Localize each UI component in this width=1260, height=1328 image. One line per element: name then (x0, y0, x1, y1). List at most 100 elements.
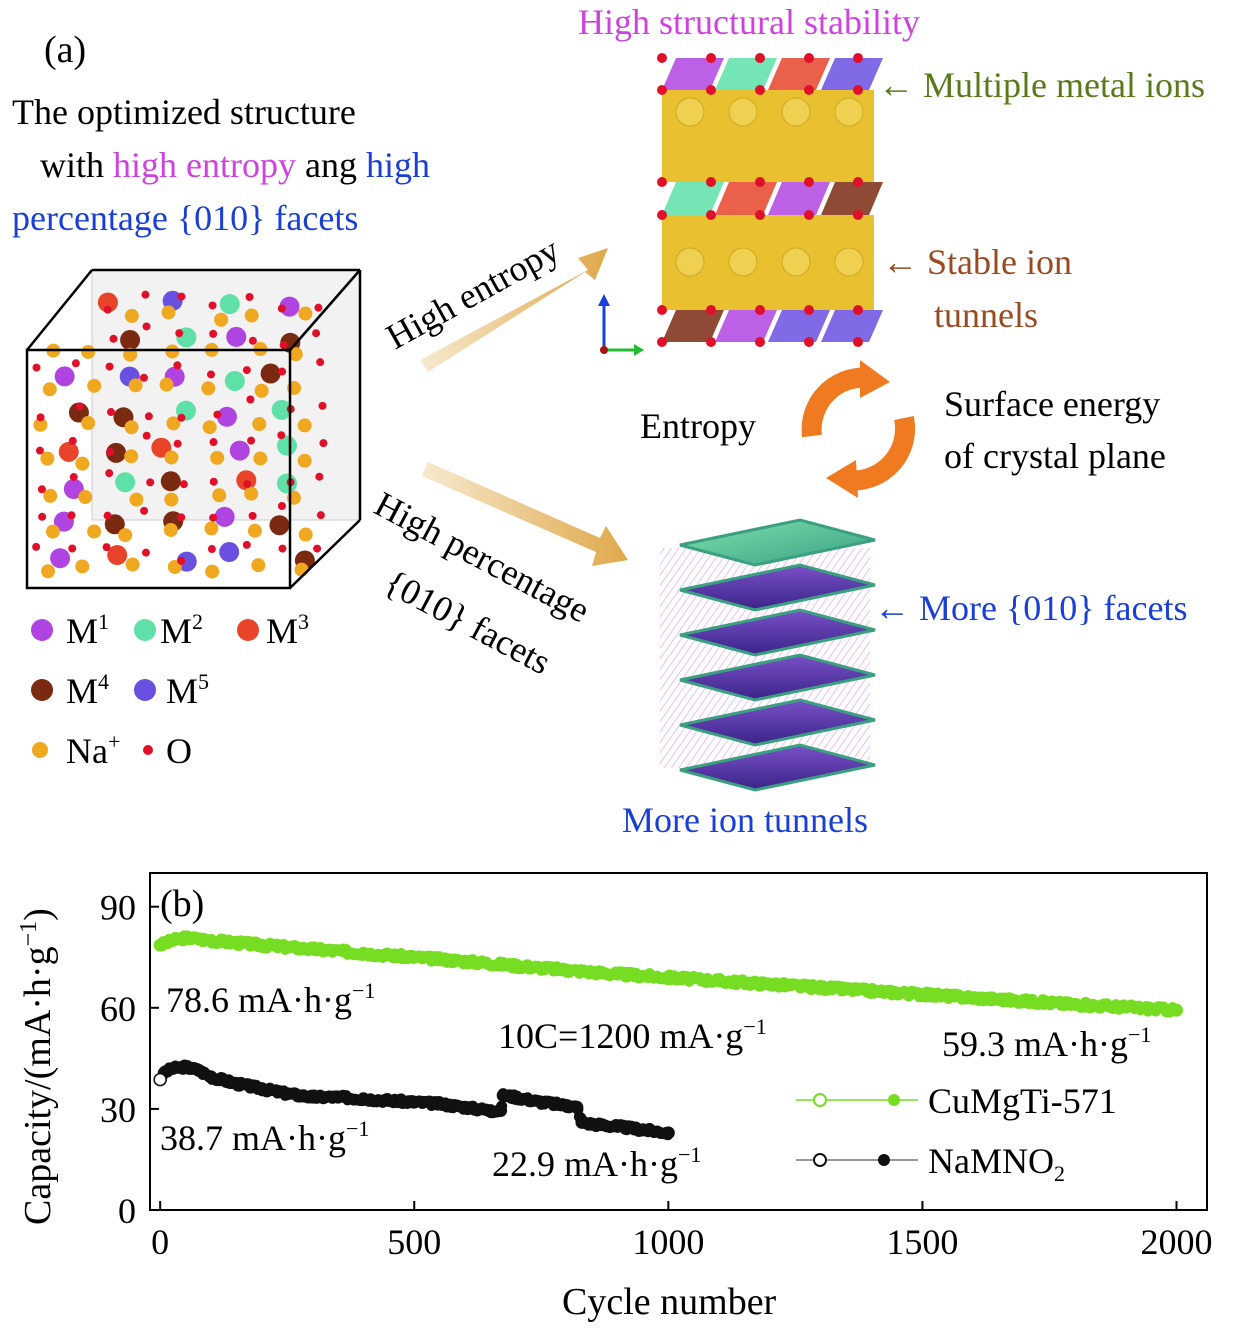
cube-na-atom (298, 527, 313, 542)
data-point (166, 933, 180, 947)
description-line-1: The optimized structure (12, 92, 356, 132)
more-ion-tunnels: More ion tunnels (622, 800, 868, 840)
oxygen-atom (804, 53, 814, 63)
cube-na-atom (297, 418, 312, 433)
cube-o-atom (209, 477, 218, 486)
cube-metal-atom (216, 406, 237, 427)
data-point (814, 981, 828, 995)
legend-m4-marker (31, 679, 53, 701)
cube-o-atom (177, 413, 186, 422)
cube-o-atom (68, 544, 77, 553)
cube-metal-atom (97, 292, 118, 313)
cube-na-atom (87, 524, 102, 539)
oxygen-atom (804, 210, 814, 220)
cube-na-atom (164, 492, 179, 507)
cube-na-atom (42, 382, 57, 397)
data-point (915, 987, 929, 1001)
facet-slab (679, 743, 876, 792)
oxygen-atom (755, 337, 765, 347)
cube-o-atom (209, 513, 218, 522)
cube-metal-atom (214, 506, 235, 527)
cube-o-atom (314, 303, 323, 312)
cube-o-atom (242, 366, 251, 375)
oxygen-atom (706, 177, 716, 187)
cube-o-atom (243, 480, 252, 489)
cube-o-atom (75, 402, 84, 411)
axis-ticks: 0 500 1000 1500 2000 0 30 60 90 (100, 888, 1213, 1262)
legend-namno2-label: NaMNO2 (928, 1141, 1065, 1186)
description-high-entropy: high entropy (113, 145, 296, 185)
multiple-metal-ions: ← Multiple metal ions (878, 65, 1205, 105)
cube-na-atom (252, 416, 267, 431)
facet-stack (660, 518, 876, 792)
data-point (166, 1061, 180, 1075)
cube-o-atom (177, 556, 186, 565)
cube-na-atom (75, 559, 90, 574)
cube-o-atom (247, 436, 256, 445)
cube-na-atom (202, 420, 217, 435)
data-point (458, 954, 472, 968)
cube-o-atom (106, 408, 115, 417)
legend-m5-marker (134, 679, 156, 701)
cube-na-atom (244, 308, 259, 323)
tunnel-na-ion (834, 97, 864, 127)
cube-metal-atom (224, 370, 245, 391)
legend-m3-label: M3 (266, 609, 309, 651)
cube-na-atom (244, 486, 259, 501)
data-point (382, 1093, 396, 1107)
data-point (1119, 1000, 1133, 1014)
oxygen-atom (755, 85, 765, 95)
surface-energy-line-2: of crystal plane (944, 436, 1166, 476)
oxygen-atom (853, 177, 863, 187)
cube-o-atom (312, 329, 321, 338)
cube-o-atom (208, 301, 217, 310)
cube-o-atom (173, 361, 182, 370)
metal-octahedron (768, 182, 830, 215)
cube-metal-atom (63, 479, 84, 500)
data-point (865, 984, 879, 998)
cube-metal-atom (219, 294, 240, 315)
cube-na-atom (161, 305, 176, 320)
description-line-2: with high entropy ang high (40, 145, 430, 185)
panel-a-label: (a) (44, 29, 86, 71)
panel-b: (b) 0 500 1000 1500 2000 0 30 60 90 Capacity/(mA… (16, 872, 1213, 1323)
data-point (356, 1092, 370, 1106)
cube-o-atom (278, 544, 287, 553)
cube-na-atom (247, 523, 262, 538)
legend-m5-label: M5 (166, 669, 209, 711)
facet-slab (679, 653, 876, 702)
cube-o-atom (245, 293, 254, 302)
oxygen-atom (755, 305, 765, 315)
oxygen-atom (804, 337, 814, 347)
data-point (611, 1119, 625, 1133)
facet-slab (679, 608, 876, 657)
data-point (570, 1100, 584, 1114)
cube-o-atom (213, 410, 222, 419)
legend-na-marker (32, 742, 48, 758)
data-point (153, 938, 167, 952)
oxygen-atom (755, 210, 765, 220)
plot-frame (149, 872, 1208, 1211)
oxygen-atom (804, 177, 814, 187)
data-point-open (153, 1072, 167, 1087)
data-point (229, 1077, 243, 1091)
oxygen-atom (755, 177, 765, 187)
cube-na-atom (129, 492, 144, 507)
cube-metal-atom (236, 470, 257, 491)
metal-octahedron (821, 310, 883, 342)
data-point (966, 991, 980, 1005)
cube-o-atom (207, 545, 216, 554)
data-point (1068, 997, 1082, 1011)
cube-na-atom (251, 558, 266, 573)
y-axis-label: Capacity/(mA·h·g−1) (16, 908, 59, 1225)
cube-o-atom (246, 395, 255, 404)
cube-o-atom (71, 359, 80, 368)
data-point (255, 938, 269, 952)
data-point (636, 1123, 650, 1137)
data-point (179, 931, 193, 945)
legend-m2-marker (134, 619, 156, 641)
arrow-high-entropy: High entropy (379, 229, 608, 372)
oxygen-atom (853, 85, 863, 95)
cube-na-atom (166, 416, 181, 431)
cube-o-atom (277, 431, 286, 440)
